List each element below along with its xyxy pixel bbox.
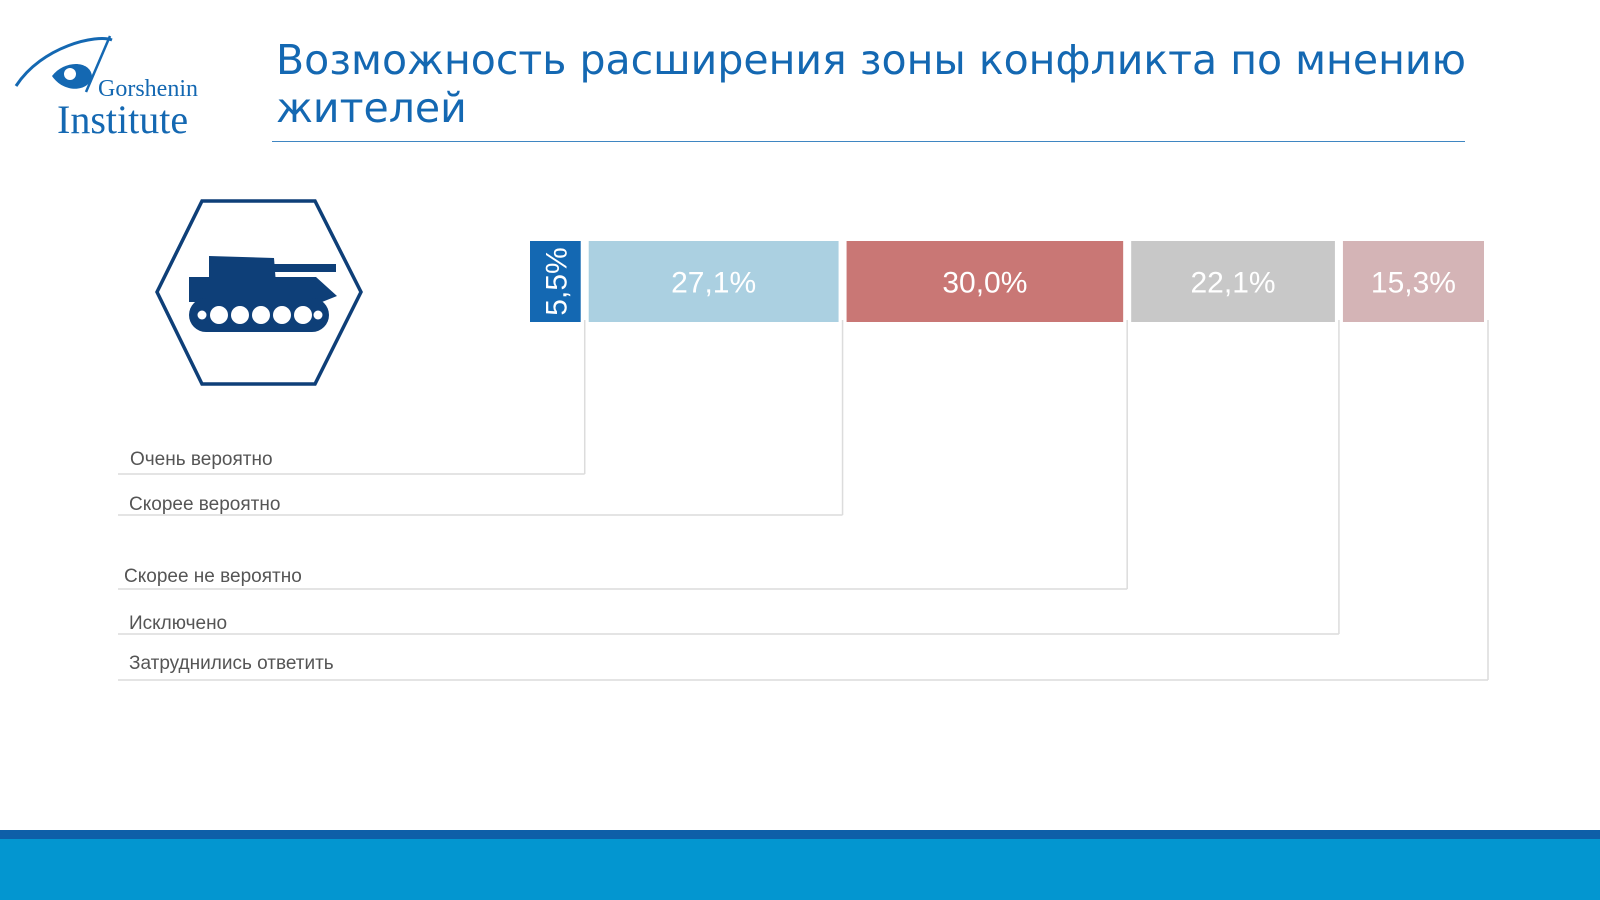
category-label-3: Скорее не вероятно: [124, 566, 302, 587]
gorshenin-institute-logo: Gorshenin Institute: [14, 35, 198, 142]
data-label-1: 5,5%: [540, 247, 573, 315]
footer-bar: [0, 839, 1600, 900]
category-label-4: Исключено: [129, 613, 227, 634]
logo-line1: Gorshenin: [98, 76, 198, 102]
bar-segment-5: [1342, 241, 1484, 322]
data-label-3: 30,0%: [942, 267, 1027, 300]
data-label-4: 22,1%: [1191, 267, 1276, 300]
category-label-1: Очень вероятно: [130, 449, 273, 470]
page-title: Возможность расширения зоны конфликта по…: [276, 36, 1467, 132]
category-label-2: Скорее вероятно: [129, 494, 280, 515]
data-label-5: 15,3%: [1371, 267, 1456, 300]
bar-segment-3: [846, 241, 1124, 322]
footer-accent-stripe: [0, 830, 1600, 839]
title-divider: [272, 141, 1465, 142]
bar-segment-4: [1131, 241, 1335, 322]
tank-icon: [155, 199, 363, 386]
logo-eye-arc: [14, 37, 113, 87]
data-label-2: 27,1%: [671, 267, 756, 300]
logo-line2: Institute: [57, 97, 188, 142]
bar-segment-2: [588, 241, 839, 322]
bar-segment-1: [530, 241, 581, 322]
category-label-5: Затруднились ответить: [129, 653, 334, 674]
